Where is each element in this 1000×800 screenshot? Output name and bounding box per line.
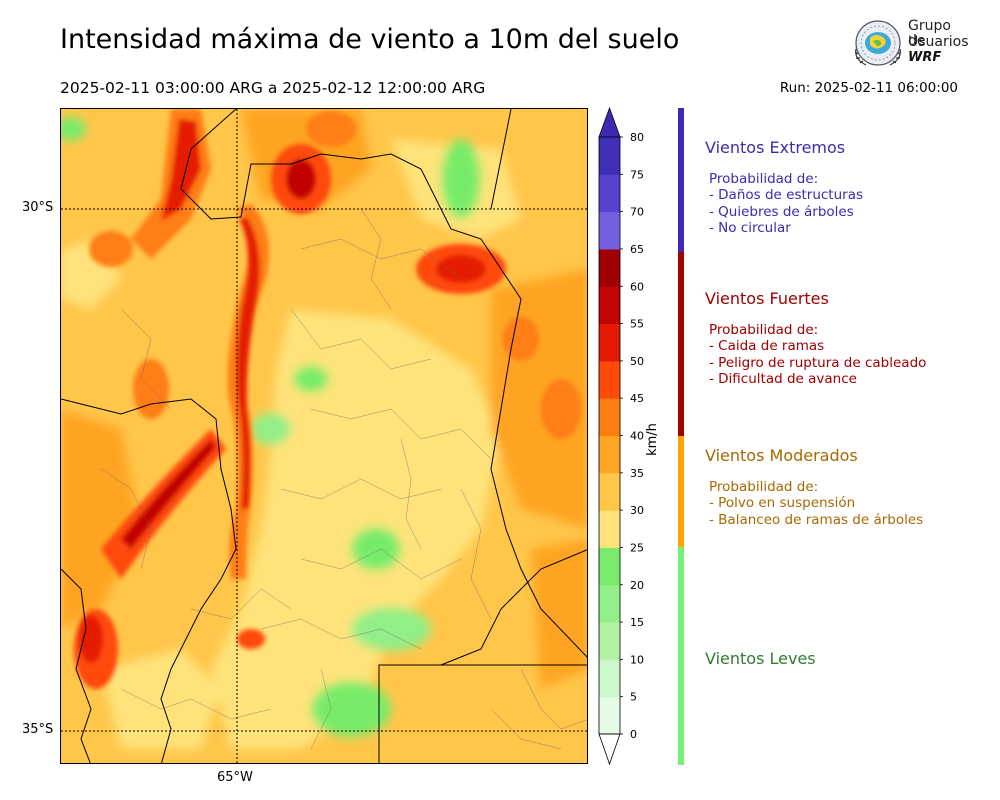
desc-line: Probabilidad de: <box>709 479 819 495</box>
category-moderados: Vientos Moderados Probabilidad de: - Pol… <box>705 446 923 528</box>
colorbar-band <box>599 435 620 474</box>
colorbar-band <box>599 510 620 548</box>
colorbar-band <box>599 472 620 511</box>
extremos-bar <box>678 108 684 252</box>
desc-line: - No circular <box>709 219 791 236</box>
category-extremos: Vientos Extremos Probabilidad de: - Daño… <box>705 138 863 236</box>
colorbar-tick-label: 20 <box>630 579 644 592</box>
wind-field <box>61 109 587 763</box>
colorbar-tick-label: 65 <box>630 243 644 256</box>
colorbar-band <box>599 547 620 586</box>
colorbar-tick-label: 0 <box>630 728 637 741</box>
colorbar-unit: km/h <box>644 423 660 456</box>
category-fuertes-desc: Probabilidad de: - Caida de ramas - Peli… <box>709 322 926 387</box>
colorbar-tick-label: 30 <box>630 504 644 517</box>
colorbar-tick-label: 45 <box>630 392 644 405</box>
colorbar-band <box>599 622 620 660</box>
colorbar-band <box>599 248 620 287</box>
colorbar-band <box>599 360 620 399</box>
fuertes-bar <box>678 252 684 436</box>
colorbar-band <box>599 174 620 213</box>
wind-map <box>60 108 588 764</box>
run-timestamp: Run: 2025-02-11 06:00:00 <box>779 80 958 96</box>
lat-label-35s: 35°S <box>22 722 54 737</box>
desc-line: Probabilidad de: <box>709 171 819 187</box>
colorbar-tick-label: 80 <box>630 131 644 144</box>
colorbar-band <box>599 323 620 362</box>
moderados-bar <box>678 436 684 547</box>
colorbar-tick-label: 50 <box>630 355 644 368</box>
colorbar-band <box>599 286 620 325</box>
graticule <box>61 109 587 763</box>
colorbar-max-extension <box>598 106 621 138</box>
colorbar-tick-label: 60 <box>630 280 644 293</box>
colorbar-tick-label: 15 <box>630 616 644 629</box>
colorbar-tick-label: 75 <box>630 168 644 181</box>
colorbar-band <box>599 398 620 436</box>
colorbar-graphic: 0 5 10 15 20 25 30 35 40 45 50 55 60 65 70 75 80 <box>598 106 644 766</box>
colorbar-tick-label: 35 <box>630 467 644 480</box>
province-borders <box>100 208 587 750</box>
colorbar-band <box>599 211 620 250</box>
category-leves-title: Vientos Leves <box>705 649 816 668</box>
desc-line: - Dificultad de avance <box>709 370 857 387</box>
map-title: Intensidad máxima de viento a 10m del su… <box>60 24 680 55</box>
desc-line: - Quiebres de árboles <box>709 203 854 220</box>
colorbar-band <box>599 137 620 175</box>
lat-label-30s: 30°S <box>22 200 54 215</box>
desc-line: - Polvo en suspensión <box>709 495 856 512</box>
forecast-period: 2025-02-11 03:00:00 ARG a 2025-02-12 12:… <box>60 79 486 97</box>
grupo-wrf-logo: Grupo de Usuarios WRF <box>848 16 969 72</box>
strong-wind-bands <box>74 109 581 689</box>
desc-line: - Peligro de ruptura de cableado <box>709 354 927 371</box>
lon-label-65w: 65°W <box>217 770 253 785</box>
colorbar-tick-label: 55 <box>630 318 644 331</box>
logo-text-line3: WRF <box>908 50 942 65</box>
category-extremos-desc: Probabilidad de: - Daños de estructuras … <box>709 171 863 236</box>
desc-line: - Daños de estructuras <box>709 187 864 204</box>
category-extremos-title: Vientos Extremos <box>705 138 846 157</box>
category-fuertes-title: Vientos Fuertes <box>705 289 829 308</box>
colorbar-band <box>599 696 620 735</box>
colorbar-min-extension <box>598 733 621 766</box>
colorbar-tick-label: 40 <box>630 430 644 443</box>
category-leves: Vientos Leves <box>705 649 816 668</box>
colorbar-band <box>599 584 620 623</box>
wind-speed-colorbar: 0 5 10 15 20 25 30 35 40 45 50 55 60 65 70 75 80 <box>596 106 666 768</box>
country-borders <box>61 109 587 763</box>
logo-text-line1: Grupo de <box>908 18 951 49</box>
category-moderados-desc: Probabilidad de: - Polvo en suspensión -… <box>709 479 923 528</box>
desc-line: - Balanceo de ramas de árboles <box>709 511 924 528</box>
desc-line: - Caida de ramas <box>709 338 825 355</box>
globe-icon <box>854 20 902 66</box>
colorbar-tick-label: 70 <box>630 206 644 219</box>
category-fuertes: Vientos Fuertes Probabilidad de: - Caida… <box>705 289 926 387</box>
colorbar-tick-label: 10 <box>630 653 644 666</box>
logo-text-line2: Usuarios <box>908 34 969 50</box>
colorbar-tick-label: 25 <box>630 541 644 554</box>
colorbar-tick-label: 5 <box>630 691 637 704</box>
desc-line: Probabilidad de: <box>709 322 819 338</box>
category-moderados-title: Vientos Moderados <box>705 446 858 465</box>
colorbar-band <box>599 659 620 698</box>
leves-bar <box>678 547 684 765</box>
